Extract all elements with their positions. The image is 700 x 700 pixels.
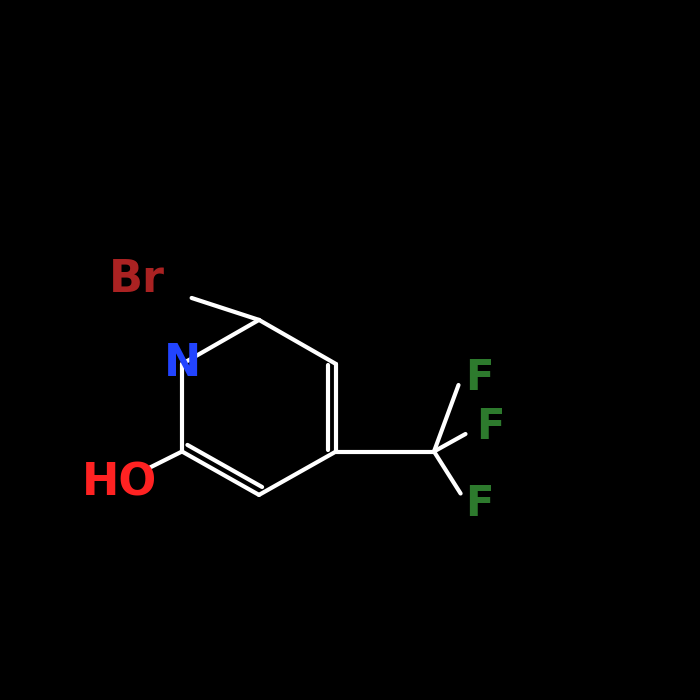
Text: HO: HO (81, 461, 157, 505)
Text: F: F (466, 357, 493, 399)
Text: N: N (163, 342, 201, 386)
Text: Br: Br (108, 258, 164, 302)
Text: F: F (476, 406, 504, 448)
Text: F: F (466, 483, 493, 525)
